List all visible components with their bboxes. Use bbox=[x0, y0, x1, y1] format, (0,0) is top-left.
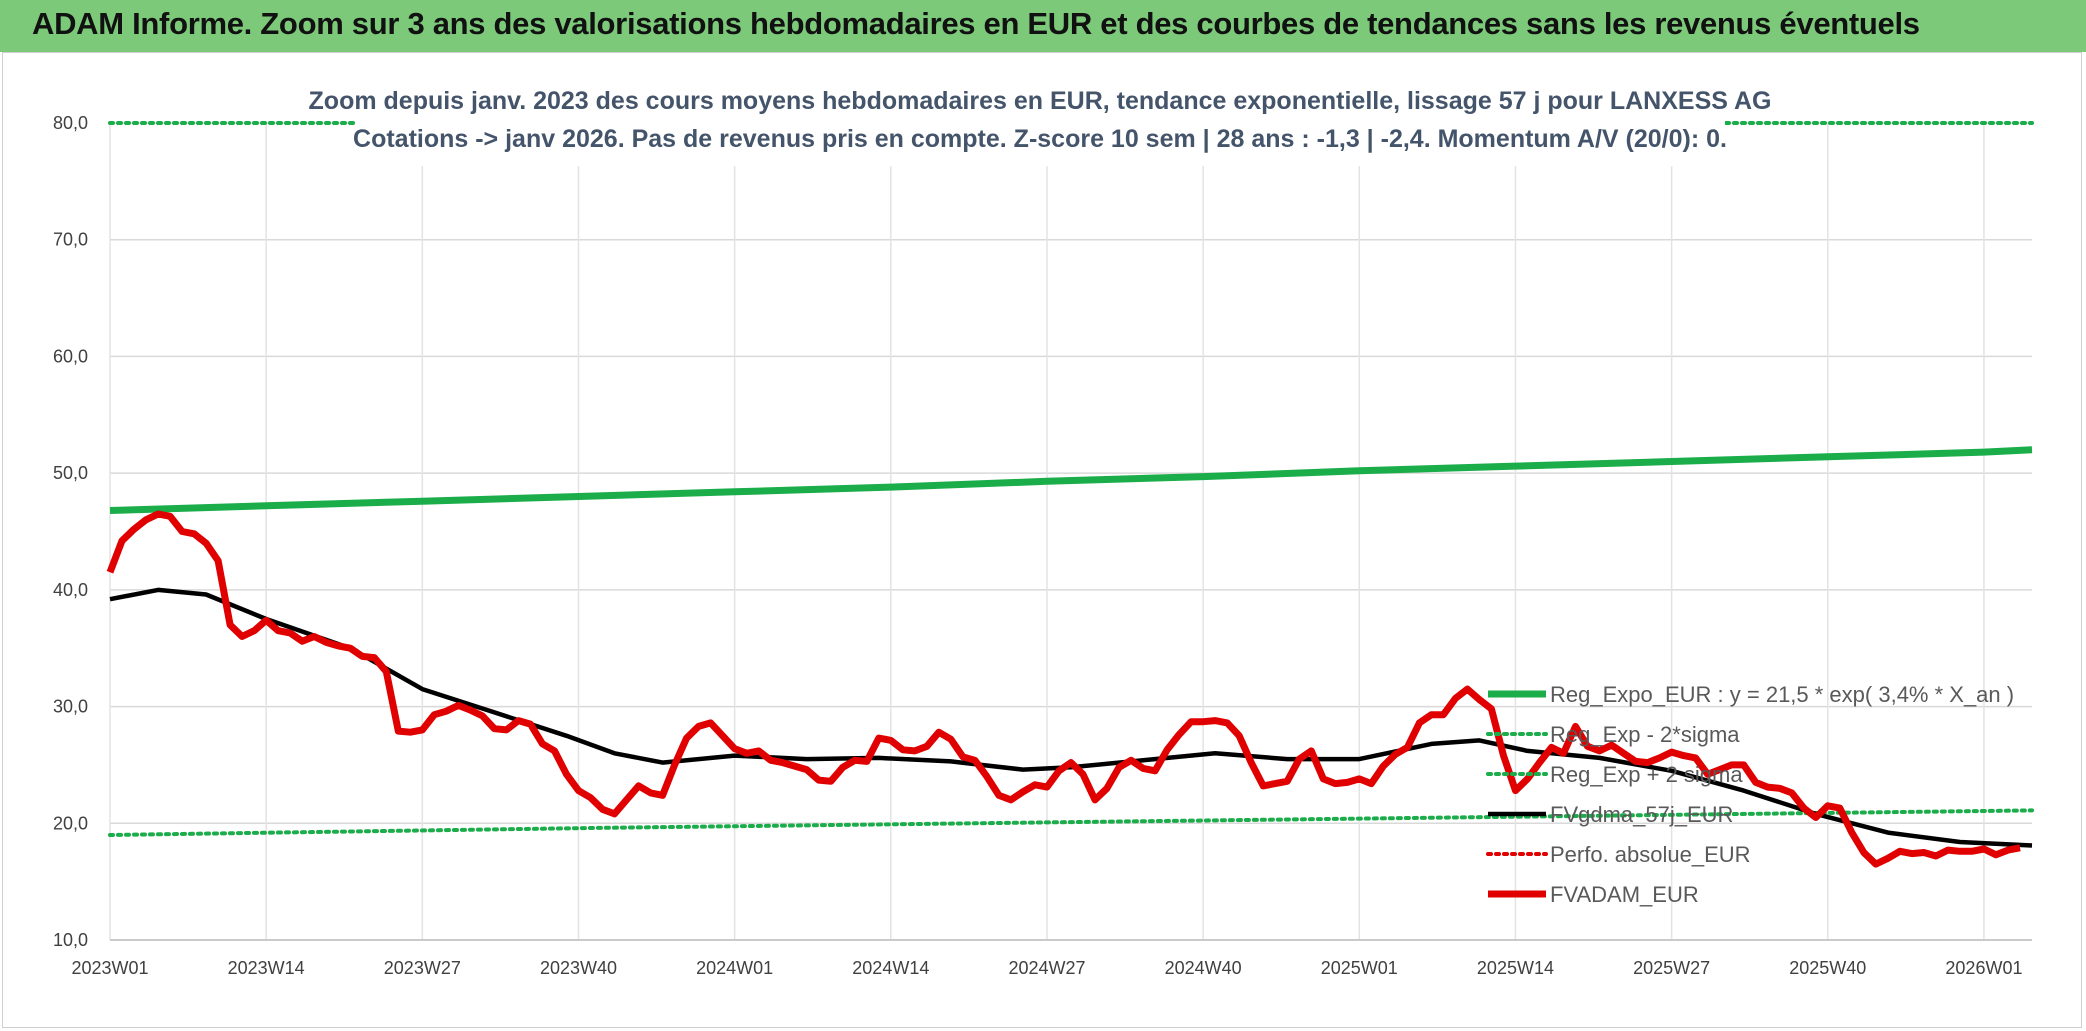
series-line-3 bbox=[109, 587, 2033, 848]
x-tick-label: 2025W40 bbox=[1789, 958, 1866, 978]
y-tick-label: 50,0 bbox=[53, 463, 88, 483]
y-axis: 10,0 20,0 30,0 40,0 50,0 60,0 70,0 80,0 bbox=[53, 113, 88, 950]
y-tick-label: 20,0 bbox=[53, 813, 88, 833]
y-tick-label: 70,0 bbox=[53, 230, 88, 250]
legend-label: Reg_Exp - 2*sigma bbox=[1550, 722, 1740, 747]
legend-label: FVgdma_57j_EUR bbox=[1550, 802, 1733, 827]
chart-frame bbox=[2, 52, 2082, 1028]
x-tick-label: 2023W14 bbox=[228, 958, 305, 978]
x-tick-label: 2023W27 bbox=[384, 958, 461, 978]
report-title: ADAM Informe. Zoom sur 3 ans des valoris… bbox=[32, 6, 1920, 41]
legend-label: FVADAM_EUR bbox=[1550, 882, 1699, 907]
x-tick-label: 2023W01 bbox=[71, 958, 148, 978]
x-tick-label: 2025W27 bbox=[1633, 958, 1710, 978]
legend-label: Perfo. absolue_EUR bbox=[1550, 842, 1751, 867]
x-tick-label: 2024W01 bbox=[696, 958, 773, 978]
series-line-5 bbox=[106, 510, 2021, 868]
y-tick-label: 40,0 bbox=[53, 580, 88, 600]
x-axis: 2023W01 2023W14 2023W27 2023W40 2024W01 2024W… bbox=[71, 939, 2032, 978]
series-layer bbox=[106, 121, 2034, 868]
gridlines bbox=[109, 122, 2032, 941]
x-tick-label: 2026W01 bbox=[1945, 958, 2022, 978]
series-line-0 bbox=[109, 446, 2033, 514]
chart-subtitle: Zoom depuis janv. 2023 des cours moyens … bbox=[309, 78, 1772, 166]
x-tick-label: 2023W40 bbox=[540, 958, 617, 978]
report-banner: ADAM Informe. Zoom sur 3 ans des valoris… bbox=[0, 0, 2086, 52]
legend-label: Reg_Exp + 2 sigma bbox=[1550, 762, 1743, 787]
x-tick-label: 2024W40 bbox=[1165, 958, 1242, 978]
subtitle-line: Cotations -> janv 2026. Pas de revenus p… bbox=[353, 125, 1727, 153]
series-line-1 bbox=[108, 808, 2034, 837]
x-tick-label: 2025W14 bbox=[1477, 958, 1554, 978]
y-tick-label: 60,0 bbox=[53, 346, 88, 366]
x-tick-label: 2025W01 bbox=[1321, 958, 1398, 978]
x-tick-label: 2024W14 bbox=[852, 958, 929, 978]
subtitle-line: Zoom depuis janv. 2023 des cours moyens … bbox=[309, 87, 1772, 115]
x-tick-label: 2024W27 bbox=[1008, 958, 1085, 978]
legend-label: Reg_Expo_EUR : y = 21,5 * exp( 3,4% * X_… bbox=[1550, 682, 2014, 707]
subtitle-background bbox=[355, 78, 1725, 166]
y-tick-label: 80,0 bbox=[53, 113, 88, 133]
y-tick-label: 30,0 bbox=[53, 697, 88, 717]
legend: Reg_Expo_EUR : y = 21,5 * exp( 3,4% * X_… bbox=[1486, 682, 2014, 907]
y-tick-label: 10,0 bbox=[53, 930, 88, 950]
